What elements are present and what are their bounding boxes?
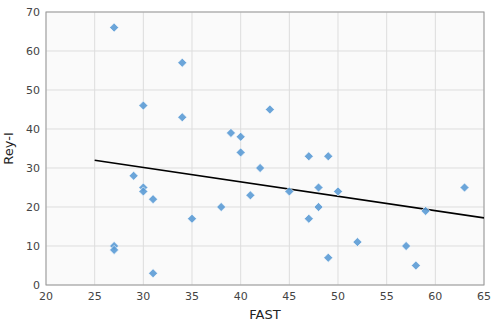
scatter-point xyxy=(139,187,148,196)
scatter-point xyxy=(256,164,265,173)
scatter-point xyxy=(304,214,313,223)
grid xyxy=(46,12,484,285)
scatter-point xyxy=(139,101,148,110)
tick-labels: 20 25 30 35 40 45 50 55 60 65 0 10 20 30 40 50 60 70 xyxy=(26,6,491,303)
scatter-point xyxy=(402,242,411,251)
y-tick-label: 40 xyxy=(26,123,40,136)
y-tick-label: 70 xyxy=(26,6,40,19)
scatter-point xyxy=(226,128,235,137)
x-tick-label: 65 xyxy=(477,290,491,303)
scatter-point xyxy=(324,253,333,262)
x-tick-label: 60 xyxy=(428,290,442,303)
y-tick-label: 50 xyxy=(26,84,40,97)
x-tick-label: 55 xyxy=(380,290,394,303)
scatter-point xyxy=(188,214,197,223)
scatter-point xyxy=(149,269,158,278)
x-grid-line xyxy=(386,12,387,285)
y-tick-label: 0 xyxy=(33,279,40,292)
x-grid-line xyxy=(289,12,290,285)
chart-svg: 20 25 30 35 40 45 50 55 60 65 0 10 20 30 40 50 60 70 FAST R… xyxy=(0,0,500,327)
y-grid-line xyxy=(46,51,484,52)
scatter-point xyxy=(178,113,187,122)
scatter-point xyxy=(236,148,245,157)
scatter-point xyxy=(129,171,138,180)
x-tick-label: 30 xyxy=(136,290,150,303)
scatter-point xyxy=(353,238,362,247)
scatter-point xyxy=(314,183,323,192)
x-tick-label: 50 xyxy=(331,290,345,303)
x-tick-label: 35 xyxy=(185,290,199,303)
y-grid-line xyxy=(46,207,484,208)
scatter-point xyxy=(314,203,323,212)
x-grid-line xyxy=(338,12,339,285)
y-axis-label: Rey-I xyxy=(1,132,16,164)
scatter-point xyxy=(236,132,245,141)
scatter-point xyxy=(178,58,187,67)
plot-frame xyxy=(46,12,484,285)
scatter-point xyxy=(149,195,158,204)
x-grid-line xyxy=(94,12,95,285)
scatter-point xyxy=(304,152,313,161)
scatter-point xyxy=(285,187,294,196)
x-tick-label: 40 xyxy=(234,290,248,303)
x-tick-label: 45 xyxy=(282,290,296,303)
trend-line xyxy=(95,160,484,218)
x-axis-label: FAST xyxy=(249,307,280,322)
scatter-point xyxy=(334,187,343,196)
scatter-point xyxy=(246,191,255,200)
scatter-point xyxy=(217,203,226,212)
scatter-point xyxy=(110,245,119,254)
plot-background xyxy=(46,12,484,285)
y-tick-label: 30 xyxy=(26,162,40,175)
y-tick-label: 20 xyxy=(26,201,40,214)
y-grid-line xyxy=(46,129,484,130)
x-grid-line xyxy=(435,12,436,285)
x-tick-label: 20 xyxy=(39,290,53,303)
scatter-point xyxy=(411,261,420,270)
x-grid-line xyxy=(143,12,144,285)
y-tick-label: 10 xyxy=(26,240,40,253)
y-grid-line xyxy=(46,90,484,91)
scatter-point xyxy=(265,105,274,114)
x-tick-label: 25 xyxy=(88,290,102,303)
scatter-point xyxy=(110,23,119,32)
data-layer xyxy=(95,23,484,278)
chart-container: 20 25 30 35 40 45 50 55 60 65 0 10 20 30 40 50 60 70 FAST R… xyxy=(0,0,500,327)
x-grid-line xyxy=(192,12,193,285)
y-tick-label: 60 xyxy=(26,45,40,58)
scatter-point xyxy=(324,152,333,161)
scatter-point xyxy=(421,206,430,215)
scatter-point xyxy=(460,183,469,192)
